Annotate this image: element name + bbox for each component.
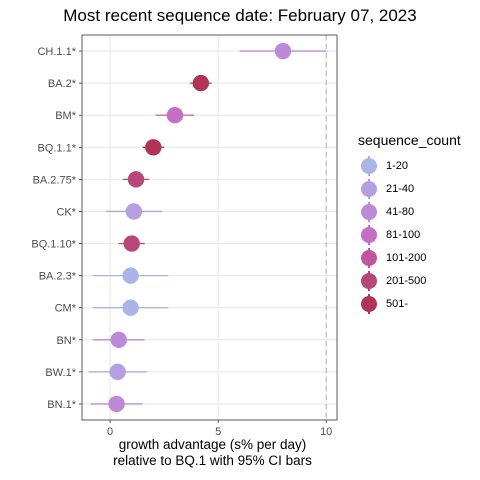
legend-item: 81-100 xyxy=(358,223,461,246)
legend-item: 501- xyxy=(358,292,461,315)
legend-item: 101-200 xyxy=(358,246,461,269)
grid-layer xyxy=(82,35,337,420)
legend-item: 201-500 xyxy=(358,269,461,292)
y-tick-label: BW.1* xyxy=(45,367,76,379)
chart-title: Most recent sequence date: February 07, … xyxy=(63,6,417,25)
y-tick-label: BQ.1.10* xyxy=(31,239,76,251)
legend-key-dot xyxy=(361,203,377,220)
data-point xyxy=(127,171,145,188)
x-tick-label: 0 xyxy=(107,426,113,438)
y-tick-label: CK* xyxy=(56,206,76,218)
legend-key-dot xyxy=(361,295,377,312)
y-tick-label: BQ.1.1* xyxy=(37,142,76,154)
data-point xyxy=(122,299,139,316)
data-point xyxy=(109,363,126,381)
x-tick-label: 5 xyxy=(215,426,221,438)
legend-key-dot xyxy=(361,272,377,289)
legend-label: 501- xyxy=(386,297,409,310)
legend-key xyxy=(358,247,380,269)
legend-key-dot xyxy=(361,157,377,174)
data-point xyxy=(123,235,140,252)
legend-key xyxy=(358,155,380,177)
x-axis-title-line1: growth advantage (s% per day) xyxy=(118,437,307,452)
y-tick-label: BA.2.3* xyxy=(39,271,77,283)
y-tick-label: BA.2.75* xyxy=(33,174,77,186)
y-tick-label: CH.1.1* xyxy=(37,46,76,58)
x-axis-title: growth advantage (s% per day) relative t… xyxy=(80,437,345,469)
y-tick-label: BN.1* xyxy=(47,399,76,411)
legend-items: 1-20 21-40 41-80 81-100 101-200 201-500 501- xyxy=(358,154,461,315)
legend-key xyxy=(358,178,380,200)
data-point xyxy=(110,331,127,348)
legend-label: 21-40 xyxy=(386,182,415,195)
legend-label: 81-100 xyxy=(386,228,421,241)
data-point xyxy=(274,42,292,60)
y-tick-label: BA.2* xyxy=(48,78,77,90)
legend-key xyxy=(358,270,380,292)
data-point xyxy=(192,74,210,92)
panel-border-layer xyxy=(81,34,338,421)
data-point xyxy=(125,203,143,220)
legend-item: 41-80 xyxy=(358,200,461,223)
legend-key xyxy=(358,293,380,315)
legend-title: sequence_count xyxy=(358,132,461,148)
legend-key-dot xyxy=(361,249,377,266)
data-point xyxy=(108,395,125,413)
y-tick-label: CM* xyxy=(55,303,77,315)
y-tick-label: BM* xyxy=(55,110,77,122)
y-tick-label: BN* xyxy=(56,335,76,347)
legend-label: 41-80 xyxy=(386,205,415,218)
legend-item: 21-40 xyxy=(358,177,461,200)
legend-key-dot xyxy=(361,180,377,197)
legend-label: 1-20 xyxy=(386,159,409,172)
legend-item: 1-20 xyxy=(358,154,461,177)
legend: sequence_count 1-20 21-40 41-80 81-100 101-2… xyxy=(358,132,461,315)
x-tick-label: 10 xyxy=(320,426,332,438)
legend-key xyxy=(358,224,380,246)
marks-layer xyxy=(88,42,327,413)
x-axis-title-line2: relative to BQ.1 with 95% CI bars xyxy=(113,453,312,468)
legend-key xyxy=(358,201,380,223)
legend-key-dot xyxy=(361,226,377,243)
axis-layer: CH.1.1* BA.2* BM* BQ.1.1* BA.2.75* CK* BQ.1.10… xyxy=(31,46,332,438)
panel-border xyxy=(81,34,338,421)
data-point xyxy=(166,107,184,124)
data-point xyxy=(145,139,162,156)
legend-label: 101-200 xyxy=(386,251,427,264)
legend-label: 201-500 xyxy=(386,274,427,287)
data-point xyxy=(122,267,139,284)
